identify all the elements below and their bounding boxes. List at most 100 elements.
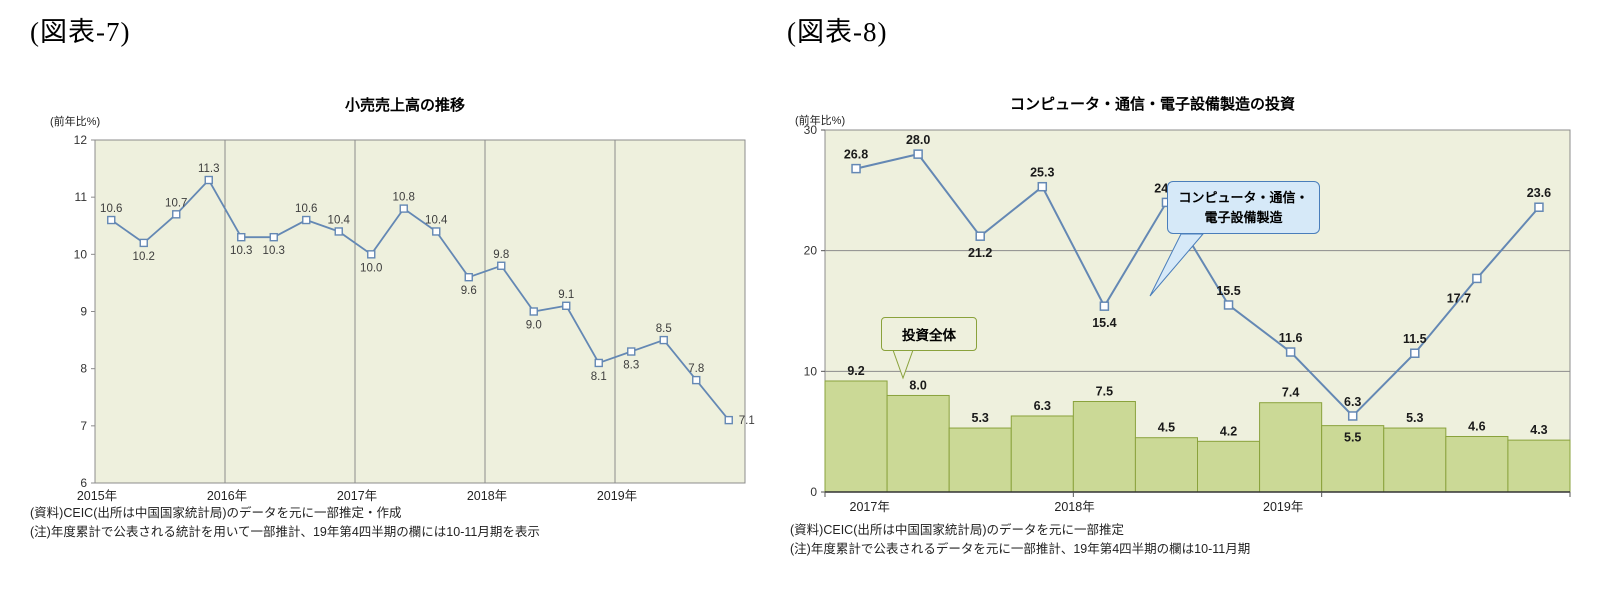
data-point-label: 7.1: [739, 415, 755, 427]
data-point-marker: [975, 231, 985, 241]
data-point-marker: [1037, 181, 1048, 192]
data-point-label: 10.8: [393, 192, 415, 204]
investment-bar-line-chart: 0 10 20 30 2017年 2018年 2019年 9.2 8.0 5.3 6.3 7.5 4.5…: [804, 123, 1571, 514]
data-point-marker: [334, 227, 343, 236]
y-axis-tick-label: 0: [810, 485, 817, 499]
data-point-marker: [1534, 202, 1544, 212]
bar-value-label: 8.0: [909, 378, 926, 392]
data-point-marker: [1285, 347, 1296, 357]
data-point-marker: [204, 175, 213, 185]
data-point-marker: [367, 250, 376, 259]
data-point-marker: [432, 227, 441, 236]
data-point-marker: [399, 204, 408, 213]
data-point-marker: [913, 149, 923, 159]
data-point-label: 10.4: [425, 214, 448, 226]
investment-bar: [1197, 440, 1261, 493]
data-point-label: 8.5: [656, 323, 672, 335]
retail-sales-y-axis-unit: (前年比%): [50, 116, 101, 128]
data-point-label: 10.4: [328, 214, 351, 226]
data-point-label: 10.6: [295, 203, 317, 215]
line-value-label: 17.7: [1447, 291, 1471, 305]
data-point-marker: [237, 232, 246, 242]
y-axis-tick-label: 10: [804, 364, 818, 378]
investment-bar: [948, 427, 1012, 493]
figure-7-source-note: (資料)CEIC(出所は中国国家統計局)のデータを元に一部推定・作成: [30, 506, 402, 520]
x-axis-year-label: 2017年: [337, 489, 377, 503]
data-point-marker: [497, 261, 506, 270]
bar-value-label: 5.3: [1406, 411, 1423, 425]
data-point-label: 8.1: [591, 371, 607, 383]
electronics-investment-line: [855, 153, 1540, 418]
figure-8-method-note: (注)年度累計で公表されるデータを元に一部推計、19年第4四半期の欄は10-11…: [790, 542, 1251, 557]
data-point-label: 10.7: [165, 197, 187, 209]
bar-value-label: 4.6: [1468, 419, 1485, 433]
bar-value-label: 7.5: [1096, 385, 1113, 399]
data-point-marker: [659, 335, 668, 345]
retail-sales-line-chart: 6 7 8 9 10 11 12 2015年 2016年 2017年 2018年 2019年 10.6 1…: [74, 133, 755, 503]
investment-bar: [1259, 402, 1323, 493]
line-value-label: 6.3: [1344, 395, 1361, 409]
x-axis-year-label: 2018年: [1054, 500, 1094, 514]
y-axis-tick-label: 7: [80, 419, 87, 433]
x-axis-year-label: 2017年: [850, 500, 890, 514]
data-point-marker: [302, 215, 311, 225]
data-point-marker: [1347, 411, 1358, 421]
investment-bar: [824, 380, 888, 493]
investment-bar: [1010, 415, 1074, 493]
figure-7-label: (図表-7): [30, 17, 131, 47]
investment-bar: [1445, 435, 1509, 493]
x-axis-year-label: 2019年: [597, 489, 637, 503]
figure-7-method-note: (注)年度累計で公表される統計を用いて一部推計、19年第4四半期の欄には10-1…: [30, 525, 540, 540]
data-point-label: 9.0: [526, 320, 542, 332]
x-axis-year-label: 2018年: [467, 489, 507, 503]
line-value-label: 25.3: [1030, 166, 1054, 180]
y-axis-tick-label: 9: [80, 305, 87, 319]
data-point-marker: [107, 215, 116, 225]
y-axis-tick-label: 12: [74, 133, 88, 147]
line-value-label: 28.0: [906, 133, 930, 147]
data-point-marker: [594, 358, 603, 368]
y-axis-tick-label: 30: [804, 123, 818, 137]
data-point-marker: [172, 210, 181, 219]
line-value-label: 11.6: [1279, 331, 1303, 345]
line-value-label: 15.4: [1092, 316, 1116, 330]
figure-8-source-note: (資料)CEIC(出所は中国国家統計局)のデータを元に一部推定: [790, 523, 1125, 537]
investment-bar: [1072, 401, 1136, 493]
x-axis-year-label: 2015年: [77, 489, 117, 503]
data-point-marker: [139, 238, 148, 248]
data-point-marker: [464, 272, 473, 282]
line-value-label: 26.8: [844, 148, 868, 162]
y-axis-tick-label: 10: [74, 247, 88, 261]
investment-bar: [1383, 427, 1447, 493]
data-point-marker: [529, 307, 538, 316]
retail-sales-line: [110, 178, 730, 421]
investment-bar: [1507, 439, 1571, 493]
data-point-marker: [269, 232, 278, 242]
line-value-label: 15.5: [1216, 284, 1240, 298]
data-point-label: 9.6: [461, 285, 477, 297]
figure-7-notes: (資料)CEIC(出所は中国国家統計局)のデータを元に一部推定・作成 (注)年度…: [30, 504, 540, 543]
data-point-marker: [627, 347, 636, 356]
data-point-marker: [851, 163, 861, 174]
bar-value-label: 4.2: [1220, 424, 1237, 438]
data-point-marker: [1410, 348, 1420, 358]
data-point-marker: [1472, 273, 1482, 284]
bar-value-label: 6.3: [1034, 399, 1051, 413]
investment-y-axis-unit: (前年比%): [795, 115, 846, 127]
bar-value-label: 5.3: [972, 411, 989, 425]
y-axis-tick-label: 6: [80, 476, 87, 490]
line-value-label: 23.6: [1527, 186, 1551, 200]
line-value-label: 11.5: [1403, 332, 1427, 346]
investment-bar: [1321, 425, 1385, 493]
figure-8-label: (図表-8): [787, 17, 888, 47]
data-point-marker: [724, 415, 733, 425]
investment-bar: [886, 394, 950, 493]
data-point-label: 10.6: [100, 203, 122, 215]
data-point-label: 9.8: [493, 249, 509, 261]
data-point-label: 7.8: [688, 363, 704, 375]
data-point-label: 9.1: [558, 289, 574, 301]
data-point-label: 10.2: [133, 251, 155, 263]
y-axis-tick-label: 11: [75, 190, 88, 204]
